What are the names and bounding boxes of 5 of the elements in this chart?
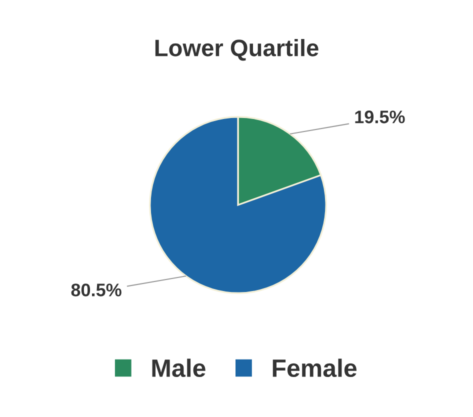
legend-label: Male — [152, 358, 206, 378]
data-label: 19.5% — [355, 110, 405, 124]
data-label: 80.5% — [71, 284, 122, 296]
chart-title: Lower Quartile — [155, 38, 318, 61]
legend-label: Female — [272, 358, 357, 378]
